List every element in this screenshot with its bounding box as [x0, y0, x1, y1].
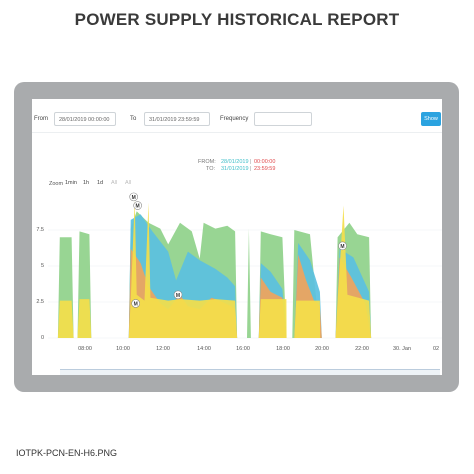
y-tick-label: 5 [40, 263, 44, 269]
to-label: To [130, 116, 137, 122]
svg-text:M: M [340, 244, 344, 250]
chart-marker[interactable]: M [133, 201, 142, 210]
range-to-time: 23:59:59 [254, 166, 276, 172]
x-tick-label: 08:00 [78, 346, 92, 352]
zoom-1d-button[interactable]: 1d [97, 180, 104, 186]
range-from-time: 00:00:00 [254, 159, 276, 165]
header-divider [32, 132, 442, 133]
x-tick-label: 12:00 [156, 346, 170, 352]
from-label: From [34, 116, 48, 122]
x-tick-label: 22:00 [355, 346, 369, 352]
range-from-date: 28/01/2019 [221, 159, 249, 165]
zoom-all-button-2[interactable]: All [125, 180, 132, 186]
svg-text:M: M [136, 204, 140, 210]
chart-marker[interactable]: M [131, 299, 140, 308]
from-date-input[interactable]: 28/01/2019 00:00:00 [54, 112, 116, 126]
y-tick-label: 2.5 [36, 299, 44, 305]
zoom-label: Zoom [49, 181, 64, 187]
show-button[interactable]: Show [421, 112, 441, 126]
range-to-date: 31/01/2019 [221, 166, 249, 172]
y-tick-label: 0 [40, 335, 44, 341]
x-tick-label: 14:00 [197, 346, 211, 352]
range-to-label: TO: [206, 166, 216, 172]
zoom-1min-button[interactable]: 1min [65, 180, 77, 186]
range-from-sep: | [250, 159, 252, 165]
zoom-all-button[interactable]: All [111, 180, 118, 186]
zoom-1h-button[interactable]: 1h [83, 180, 90, 186]
navigator-scrollbar[interactable] [60, 369, 440, 375]
x-tick-label: 20:00 [315, 346, 329, 352]
chart-marker[interactable]: M [338, 241, 347, 251]
x-tick-label: 02 [432, 346, 440, 352]
x-tick-label: 30. Jan [392, 346, 412, 352]
range-from-label: FROM: [198, 159, 216, 165]
frequency-label: Frequency [220, 116, 249, 122]
x-tick-label: 10:00 [116, 346, 130, 352]
y-tick-label: 7.5 [36, 227, 44, 233]
frequency-input[interactable] [254, 112, 312, 126]
page-title: POWER SUPPLY HISTORICAL REPORT [74, 10, 400, 29]
x-tick-label: 18:00 [276, 346, 290, 352]
chart-marker[interactable]: M [173, 290, 183, 300]
series-area-green [57, 211, 442, 338]
svg-text:M: M [132, 195, 136, 201]
svg-text:M: M [176, 293, 180, 299]
to-date-input[interactable]: 31/01/2019 23:59:59 [144, 112, 210, 126]
chart-marker[interactable]: M [129, 192, 138, 202]
file-caption: IOTPK-PCN-EN-H6.PNG [16, 448, 118, 458]
report-screen: From 28/01/2019 00:00:00 To 31/01/2019 2… [32, 99, 442, 375]
svg-text:M: M [134, 301, 138, 307]
range-to-sep: | [250, 166, 252, 172]
x-tick-label: 16:00 [236, 346, 250, 352]
